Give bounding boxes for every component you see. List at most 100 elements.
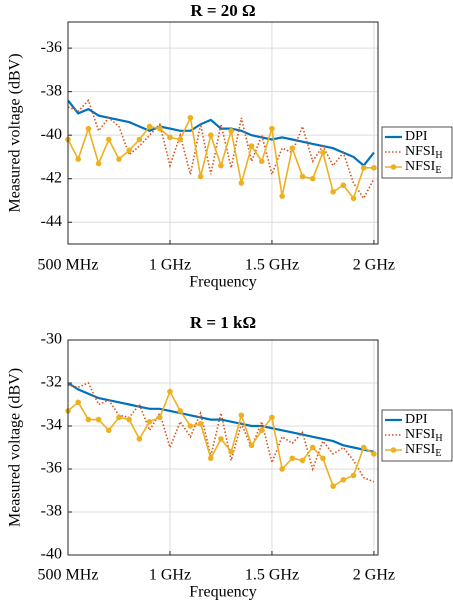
series-marker (320, 149, 326, 156)
series-marker (371, 165, 377, 171)
legend-name: NFSI (405, 442, 436, 457)
legend-label: DPI (405, 129, 428, 144)
series-marker (95, 416, 102, 423)
legend-subscript: E (435, 165, 441, 176)
y-tick-label: -44 (41, 213, 62, 230)
x-tick-label: 1.5 GHz (245, 567, 299, 584)
y-tick-label: -40 (41, 126, 62, 143)
x-tick-label: 500 MHz (38, 257, 99, 274)
x-tick-label: 500 MHz (38, 567, 99, 584)
legend-marker (390, 164, 397, 170)
series-marker (238, 412, 245, 419)
series-marker (279, 466, 285, 472)
series-marker (156, 125, 163, 132)
plot-area (68, 340, 378, 555)
series-marker (207, 132, 214, 138)
series-marker (299, 173, 306, 180)
legend-label: NFSIH (405, 427, 443, 444)
y-tick-label: -40 (41, 546, 62, 563)
y-axis-label: Measured voltage (dBV) (7, 53, 24, 212)
axes-box (67, 339, 379, 556)
chart-title: R = 1 kΩ (190, 313, 256, 332)
legend-name: DPI (405, 412, 428, 427)
series-marker (340, 476, 347, 483)
y-tick-label: -34 (41, 417, 62, 434)
series-line (67, 382, 375, 453)
series-marker (167, 134, 173, 141)
series-marker (126, 416, 132, 423)
x-axis-label: Frequency (189, 274, 257, 291)
series-marker (289, 145, 296, 152)
x-tick-label: 1 GHz (149, 567, 191, 584)
series-marker (116, 414, 122, 421)
x-axis-label: Frequency (189, 584, 257, 601)
series-marker (371, 451, 377, 457)
y-tick-label: -32 (41, 374, 62, 391)
legend-label: NFSIE (405, 442, 441, 459)
series-marker (299, 457, 306, 464)
x-tick-label: 2 GHz (353, 567, 395, 584)
y-tick-label: -30 (41, 331, 62, 348)
legend-name: NFSI (405, 427, 436, 442)
legend-subscript: E (435, 448, 441, 459)
series-marker (177, 136, 183, 143)
series-marker (116, 156, 122, 162)
legend-label: NFSIH (405, 144, 443, 161)
series-marker (218, 436, 224, 442)
x-tick-label: 1 GHz (149, 257, 191, 274)
series-marker (105, 427, 112, 434)
series-marker (146, 418, 153, 425)
series-line (67, 98, 375, 200)
series-marker (156, 414, 163, 421)
legend-label: NFSIE (405, 159, 441, 176)
series-marker (340, 182, 347, 189)
series-marker (95, 160, 102, 167)
y-tick-label: -38 (41, 82, 62, 99)
axes-box (67, 21, 379, 245)
legend-name: NFSI (405, 159, 436, 174)
series-marker (75, 399, 81, 406)
series-marker (228, 449, 234, 455)
legend-name: NFSI (405, 144, 436, 159)
series-marker (105, 136, 112, 143)
series-marker (309, 175, 316, 182)
chart-title: R = 20 Ω (190, 1, 255, 20)
series-marker (207, 455, 214, 462)
series-marker (85, 125, 92, 132)
y-tick-label: -36 (41, 460, 62, 477)
legend-label: DPI (405, 412, 428, 427)
series-marker (258, 427, 265, 434)
x-tick-label: 1.5 GHz (245, 257, 299, 274)
series-marker (187, 114, 194, 121)
y-axis-label: Measured voltage (dBV) (7, 368, 24, 527)
series-marker (238, 180, 245, 186)
series-marker (269, 414, 275, 421)
series-marker (228, 128, 234, 134)
series-marker (350, 472, 357, 479)
legend-marker (390, 447, 397, 453)
series-marker (279, 193, 285, 199)
series-marker (350, 195, 357, 202)
series-marker (136, 436, 143, 442)
subplot: 500 MHz 1 GHz 1.5 GHz 2 GHz -40 -38 -36 -34 -32 -… (7, 313, 453, 601)
series-marker (248, 143, 255, 149)
y-tick-label: -36 (41, 39, 62, 56)
legend-subscript: H (435, 150, 442, 161)
subplot: 500 MHz 1 GHz 1.5 GHz 2 GHz -44 -42 -40 -38 -36 R… (7, 1, 453, 291)
series-marker (269, 125, 275, 132)
series-marker (360, 165, 367, 171)
series-marker (136, 136, 143, 143)
series-marker (75, 156, 81, 162)
series-marker (177, 408, 183, 414)
series-marker (309, 444, 316, 451)
legend-subscript: H (435, 433, 442, 444)
series-marker (85, 416, 92, 423)
series-marker (330, 483, 336, 490)
series-marker (330, 188, 336, 195)
series-marker (218, 162, 224, 169)
y-tick-label: -42 (41, 169, 62, 186)
series-marker (258, 158, 265, 165)
series-marker (289, 455, 296, 462)
series-marker (197, 421, 204, 427)
